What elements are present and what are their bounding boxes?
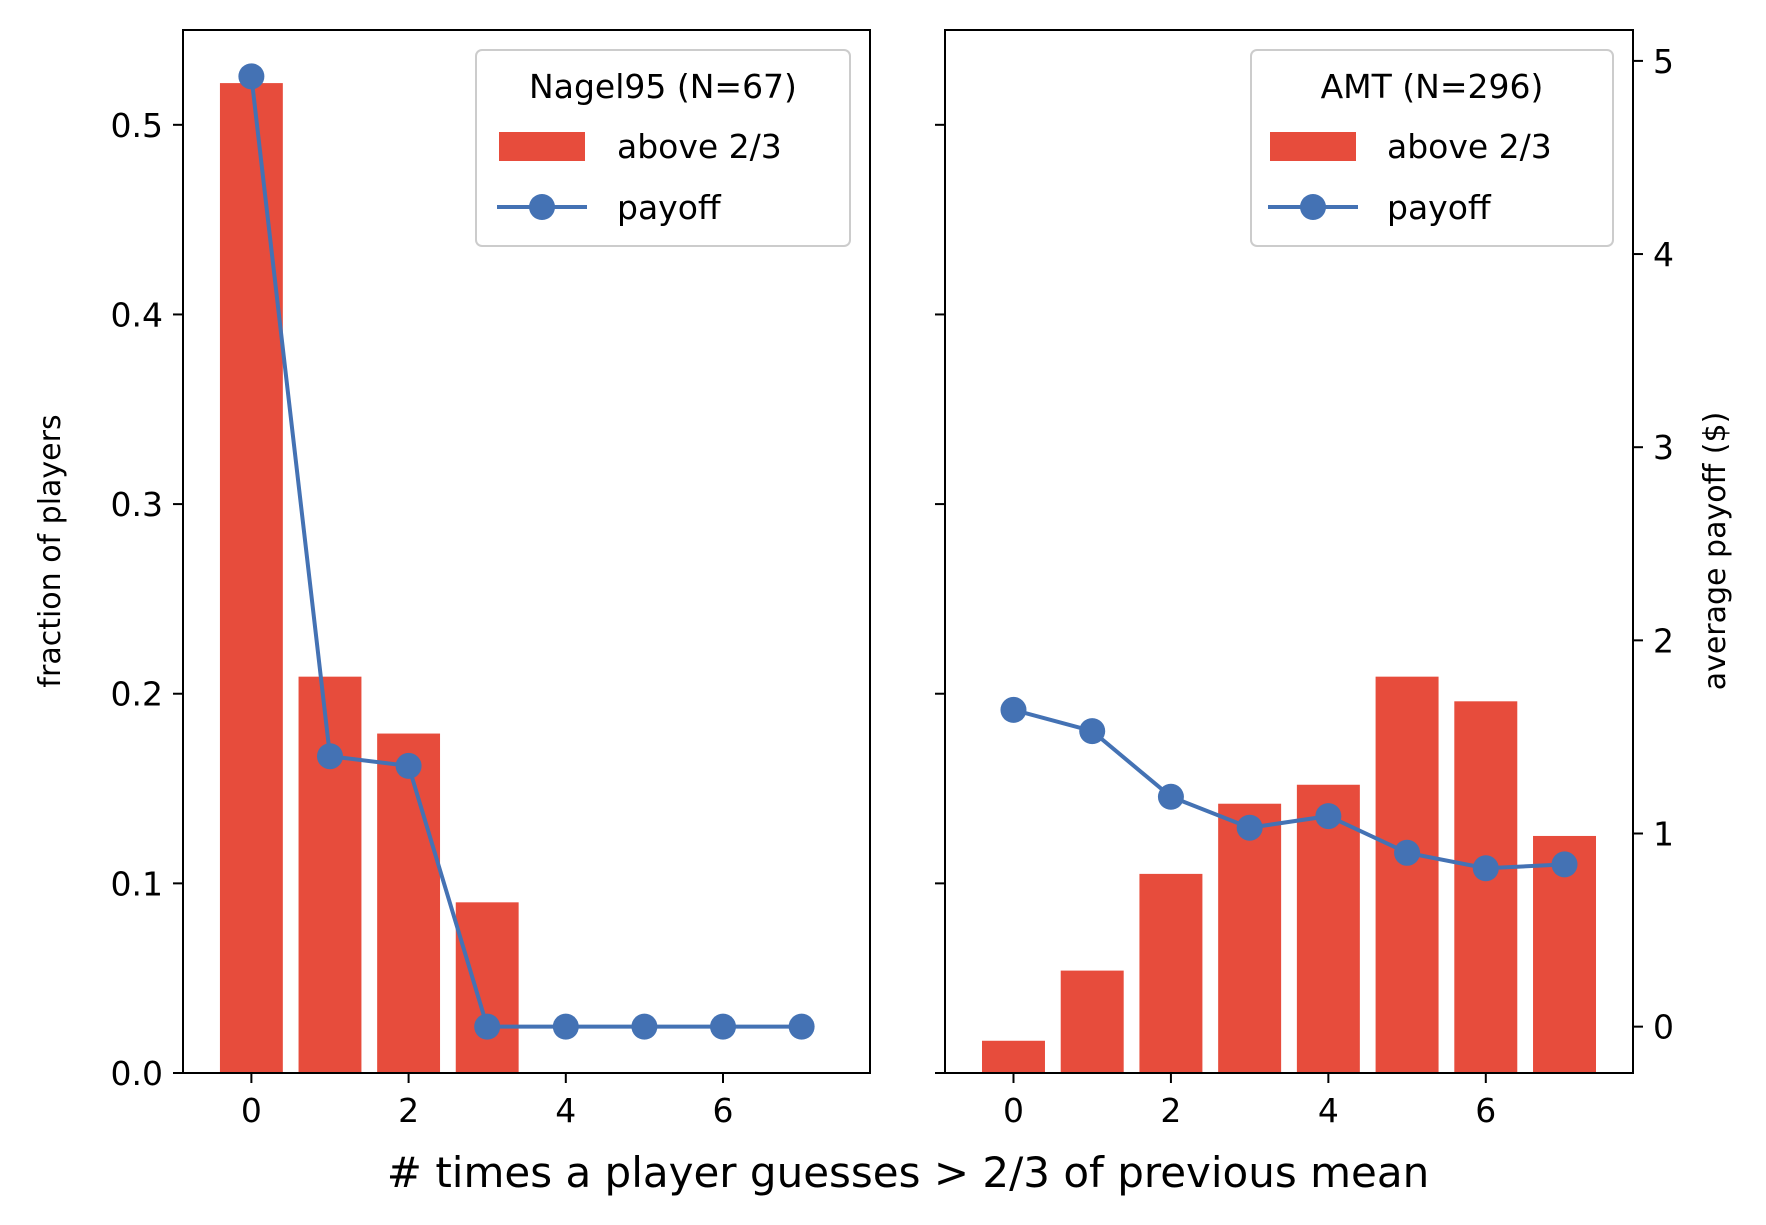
right-x-ticks: 0 2 4 6 [1003,1073,1496,1130]
left-x-tick-label: 4 [555,1091,576,1130]
right-bar-series [981,676,1597,1073]
left-bar [298,676,362,1073]
right-shared-y-ticks [935,123,945,1074]
right-payoff-point [1472,855,1499,882]
right-x-tick-label: 2 [1160,1091,1181,1130]
left-legend-bar-swatch [499,132,585,161]
right-axes-frame [944,29,1634,1074]
left-payoff-point [788,1013,815,1040]
left-x-tick-label: 0 [241,1091,262,1130]
left-legend-marker [529,194,555,220]
left-bar [377,733,441,1073]
left-y-tick-label: 0.5 [111,106,163,145]
left-legend-line-label: payoff [617,188,722,227]
panel-left: 0 2 4 6 0.0 0.1 0.2 0.3 0.4 0.5 fraction of play… [33,29,871,1130]
right-bar [1139,873,1203,1073]
left-payoff-point [710,1013,737,1040]
left-bar-series [219,83,519,1073]
left-bar [455,902,519,1073]
left-y-tick-label: 0.4 [111,295,163,334]
right-legend-box [1250,49,1614,247]
left-payoff-point [474,1013,501,1040]
right-payoff-point [1236,814,1263,841]
left-bar [219,83,283,1073]
left-y-tick-label: 0.2 [111,675,163,714]
right-legend-line-label: payoff [1387,188,1492,227]
right-payoff-point [1551,851,1578,878]
left-y-tick-label: 0.0 [111,1054,163,1093]
right-legend-bar-label: above 2/3 [1387,127,1552,166]
right-y2-tick-label: 3 [1653,428,1674,467]
right-y2-axis-label: average payoff ($) [1698,412,1733,691]
right-y2-tick-label: 5 [1653,42,1674,81]
left-legend-bar-label: above 2/3 [617,127,782,166]
left-x-tick-label: 6 [713,1091,734,1130]
left-y-axis-label: fraction of players [33,414,68,687]
left-y-tick-label: 0.3 [111,485,163,524]
left-axes-frame [182,29,871,1074]
right-x-tick-label: 0 [1003,1091,1024,1130]
right-y2-tick-label: 1 [1653,814,1674,853]
right-payoff-point [1315,803,1342,830]
right-payoff-point [1157,783,1184,810]
right-legend-bar-swatch [1270,132,1356,161]
left-y-ticks: 0.0 0.1 0.2 0.3 0.4 0.5 [111,106,183,1093]
left-legend-box [475,49,851,247]
left-x-ticks: 0 2 4 6 [241,1073,734,1130]
right-y2-tick-label: 4 [1653,235,1674,274]
left-payoff-point [552,1013,579,1040]
left-payoff-point [238,63,265,90]
shared-x-axis-label: # times a player guesses > 2/3 of previo… [387,1148,1429,1197]
right-bar [1296,784,1360,1073]
right-bar [1454,701,1518,1073]
left-y-tick-label: 0.1 [111,864,163,903]
right-y2-tick-label: 2 [1653,621,1674,660]
right-x-tick-label: 6 [1475,1091,1496,1130]
right-payoff-point [1394,839,1421,866]
left-legend-title: Nagel95 (N=67) [529,67,797,106]
right-bar [1218,803,1282,1073]
right-y2-tick-label: 0 [1653,1008,1674,1047]
right-legend: AMT (N=296) above 2/3 payoff [1250,49,1614,247]
right-secondary-y-ticks: 0 1 2 3 4 5 [1633,42,1674,1047]
right-x-tick-label: 4 [1318,1091,1339,1130]
left-x-tick-label: 2 [398,1091,419,1130]
right-bar [981,1040,1045,1073]
right-bar [1375,676,1439,1073]
left-payoff-point [631,1013,658,1040]
left-payoff-point [395,752,422,779]
left-legend: Nagel95 (N=67) above 2/3 payoff [475,49,851,247]
panel-right: 0 2 4 6 0 1 2 3 4 5 average payoff ($) AMT (N=29… [935,29,1733,1130]
right-legend-title: AMT (N=296) [1321,67,1544,106]
right-payoff-point [1000,696,1027,723]
right-bar [1060,970,1124,1073]
right-legend-marker [1300,194,1326,220]
right-payoff-point [1079,718,1106,745]
right-payoff-series [1000,696,1578,882]
left-payoff-series [238,63,815,1040]
left-payoff-line [249,76,802,1029]
right-payoff-line [1012,707,1565,871]
left-payoff-point [316,743,343,770]
